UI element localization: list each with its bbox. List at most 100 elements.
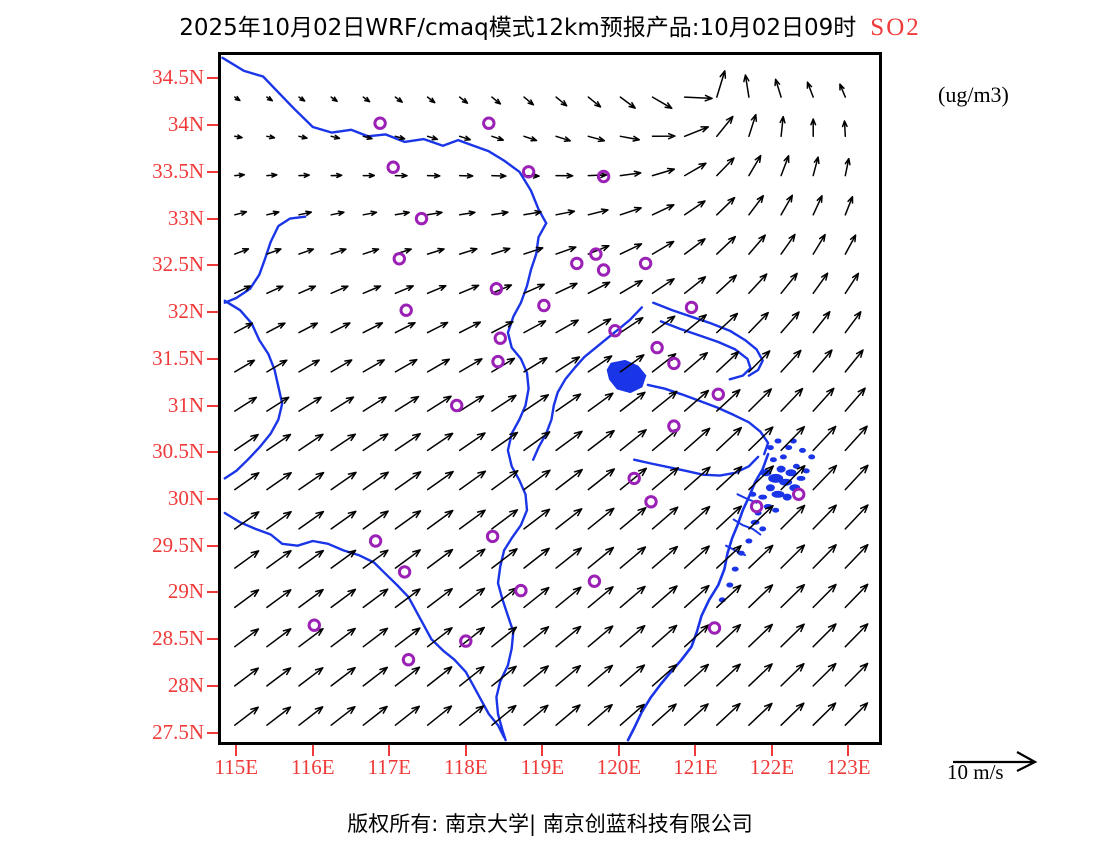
station-marker[interactable] — [537, 298, 551, 313]
station-marker[interactable] — [596, 263, 611, 277]
wind-arrow — [651, 664, 678, 687]
lat-tick-label: 28.5N — [152, 626, 204, 651]
station-marker[interactable] — [644, 495, 658, 509]
station-marker[interactable] — [667, 356, 681, 371]
island-18 — [799, 447, 806, 453]
station-marker[interactable] — [368, 534, 383, 548]
wind-arrow — [458, 135, 471, 141]
monitoring-stations — [307, 116, 806, 667]
wind-arrow — [491, 469, 519, 491]
station-marker[interactable] — [397, 565, 412, 579]
station-marker[interactable] — [514, 583, 528, 598]
wind-arrow — [491, 320, 514, 334]
wind-arrow — [330, 396, 355, 412]
bay-inlet-1 — [732, 518, 762, 536]
wind-arrow — [491, 247, 511, 255]
station-marker[interactable] — [608, 324, 622, 338]
station-marker[interactable] — [459, 634, 473, 648]
wind-arrow — [651, 167, 676, 177]
wind-arrow — [523, 135, 538, 142]
lon-tick-label: 122E — [749, 755, 795, 779]
lon-tick-mark — [235, 745, 238, 756]
station-marker[interactable] — [485, 529, 500, 544]
station-marker[interactable] — [386, 160, 400, 174]
wind-arrow — [491, 704, 517, 726]
station-marker[interactable] — [684, 300, 699, 315]
wind-arrow — [426, 548, 454, 569]
wind-arrow — [812, 310, 831, 334]
wind-arrow — [812, 623, 837, 648]
station-marker[interactable] — [392, 252, 407, 266]
hangzhou-bay-north — [646, 383, 770, 456]
wind-arrow — [683, 703, 709, 726]
wind-arrow — [748, 388, 773, 412]
station-marker[interactable] — [667, 419, 681, 433]
wind-arrow — [330, 549, 357, 569]
wind-arrow — [774, 78, 782, 98]
wind-arrow — [844, 157, 851, 177]
wind-arrow — [748, 311, 769, 334]
wind-arrow — [298, 285, 317, 295]
island-7 — [765, 484, 775, 492]
lon-tick-label: 123E — [826, 755, 871, 779]
island-25 — [726, 582, 734, 588]
wind-arrow — [844, 387, 866, 412]
station-marker[interactable] — [521, 165, 536, 179]
wind-arrow — [844, 464, 869, 491]
wind-arrow — [523, 586, 550, 609]
wind-arrow — [555, 209, 576, 216]
wind-arrow — [748, 465, 775, 491]
lat-tick-mark — [207, 264, 218, 267]
wind-arrow — [780, 233, 796, 255]
station-marker[interactable] — [570, 256, 584, 271]
wind-arrow — [394, 210, 410, 217]
station-marker[interactable] — [749, 499, 764, 514]
title-species-label: SO2 — [870, 14, 921, 41]
wind-arrow — [812, 349, 833, 373]
wind-arrow — [426, 247, 445, 255]
station-marker[interactable] — [307, 618, 322, 632]
lat-tick-label: 32N — [167, 299, 204, 324]
lon-tick-mark — [617, 745, 620, 756]
station-marker[interactable] — [587, 574, 602, 588]
wind-arrow — [458, 96, 469, 104]
station-marker[interactable] — [482, 116, 496, 130]
station-marker[interactable] — [401, 653, 416, 667]
wind-arrow — [780, 311, 800, 334]
lat-tick-mark — [207, 217, 218, 220]
station-marker[interactable] — [638, 256, 653, 271]
wind-arrow — [491, 96, 502, 105]
wind-arrow — [587, 208, 609, 216]
station-marker[interactable] — [414, 211, 429, 226]
wind-arrow — [587, 318, 612, 334]
station-marker[interactable] — [373, 116, 387, 130]
station-marker[interactable] — [450, 398, 464, 413]
lat-tick-label: 33.5N — [152, 158, 204, 183]
east-coast-shoreline — [626, 452, 770, 742]
station-marker[interactable] — [491, 354, 505, 369]
wind-arrow — [839, 83, 847, 98]
station-marker[interactable] — [489, 282, 504, 296]
wind-arrow — [619, 624, 646, 648]
island-16 — [772, 507, 780, 513]
wind-arrow — [651, 506, 679, 530]
units-label: (ug/m3) — [938, 82, 1009, 107]
station-marker[interactable] — [707, 621, 722, 635]
wind-arrow — [458, 705, 485, 726]
station-marker[interactable] — [399, 303, 413, 317]
station-marker[interactable] — [493, 331, 507, 345]
wind-arrow — [683, 94, 713, 102]
island-5 — [785, 469, 797, 477]
wind-arrow — [330, 248, 347, 255]
wind-arrow — [266, 667, 292, 687]
station-marker[interactable] — [711, 387, 725, 401]
station-marker[interactable] — [589, 247, 603, 261]
wind-arrow — [619, 316, 644, 334]
wind-arrow — [555, 96, 568, 107]
wind-arrow — [362, 322, 384, 334]
wind-arrow — [844, 195, 854, 216]
station-marker[interactable] — [596, 169, 611, 184]
station-marker[interactable] — [627, 471, 641, 486]
station-marker[interactable] — [650, 340, 664, 355]
station-marker[interactable] — [792, 487, 806, 501]
